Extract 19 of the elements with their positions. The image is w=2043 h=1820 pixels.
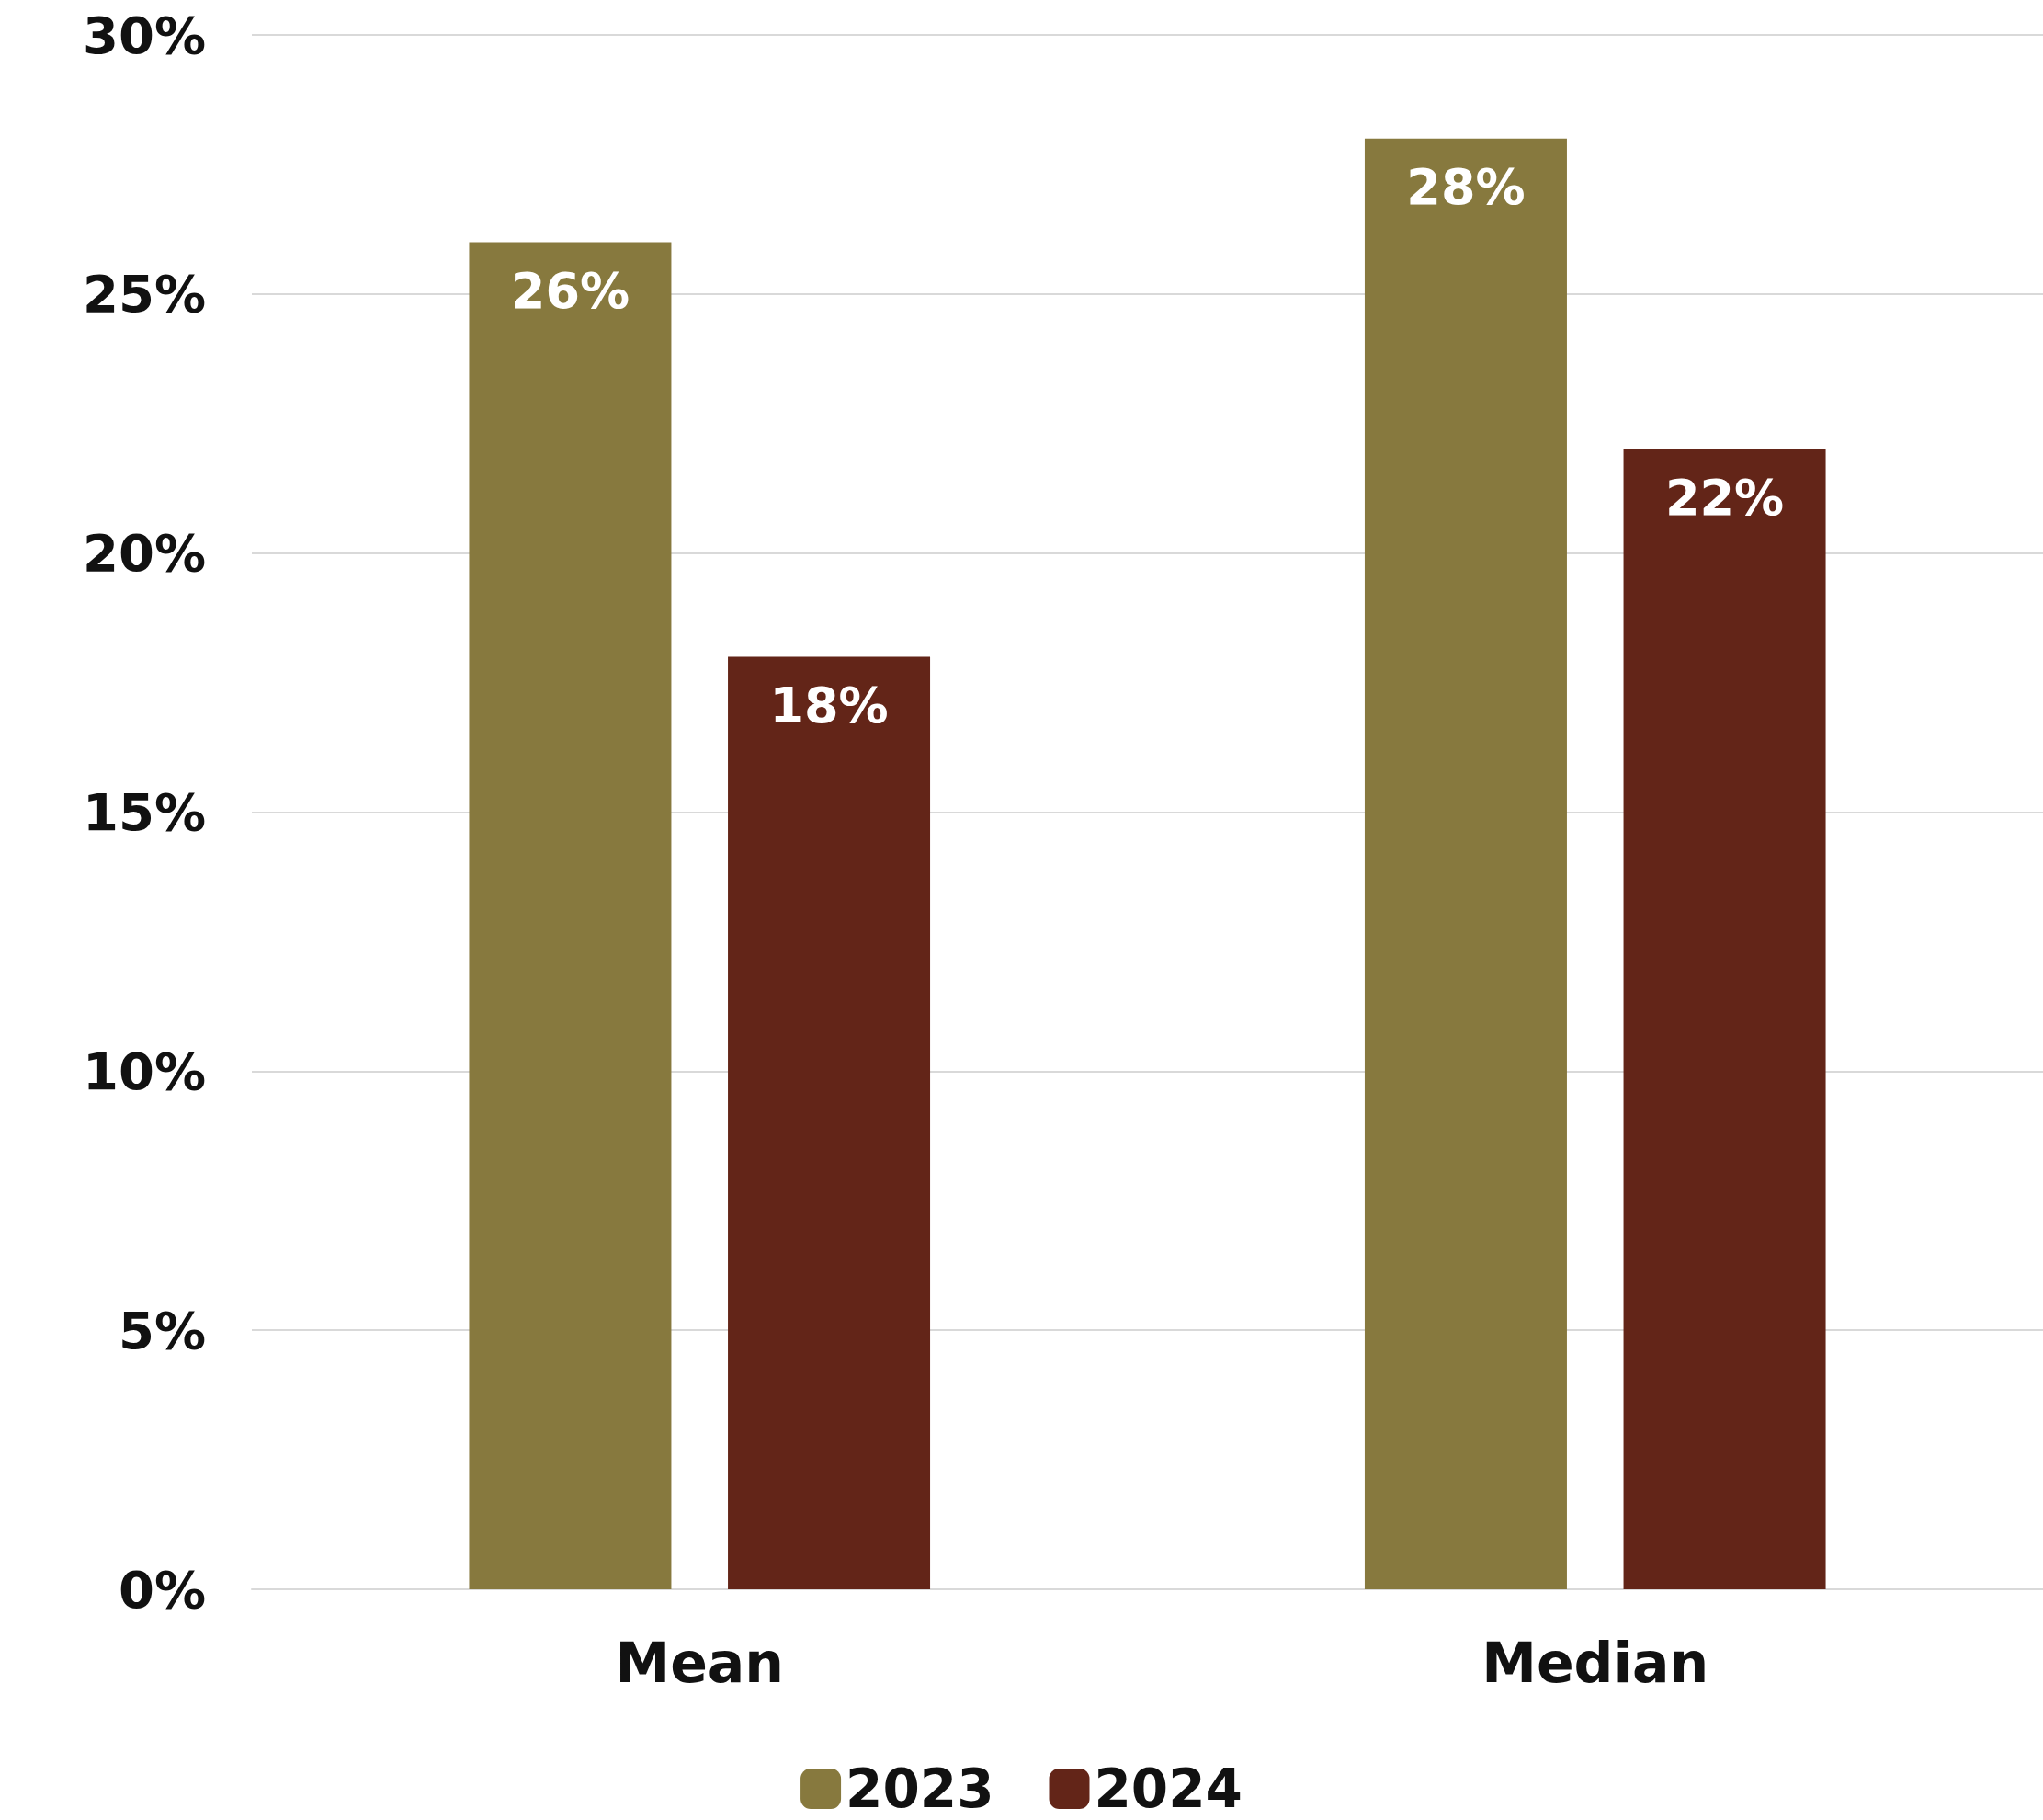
data-label: 26%: [510, 261, 630, 320]
y-tick-label: 25%: [82, 264, 206, 324]
y-tick-label: 20%: [82, 523, 206, 584]
legend-label: 2023: [846, 1757, 994, 1820]
bar: [469, 242, 672, 1589]
data-label: 22%: [1664, 469, 1785, 528]
y-tick-label: 0%: [118, 1559, 206, 1620]
bar: [1364, 138, 1567, 1589]
y-tick-label: 30%: [82, 5, 206, 65]
y-tick-label: 5%: [118, 1300, 206, 1360]
data-label: 28%: [1406, 158, 1526, 217]
y-tick-label: 10%: [82, 1041, 206, 1101]
data-label: 18%: [769, 676, 889, 734]
bar: [728, 656, 931, 1589]
x-tick-label: Median: [1481, 1631, 1709, 1695]
legend-label: 2024: [1094, 1757, 1243, 1820]
y-tick-label: 15%: [82, 782, 206, 842]
x-tick-label: Mean: [615, 1631, 785, 1695]
bar: [1623, 449, 1826, 1589]
